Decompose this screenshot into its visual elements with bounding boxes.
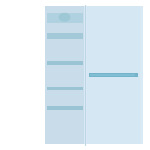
Bar [0,0,45,150]
Bar [0,0,2,150]
Bar [0,146,150,150]
Bar [46,61,82,65]
Bar [88,73,138,77]
Bar [45,6,84,144]
Text: 148: 148 [22,32,40,40]
Text: 98: 98 [28,58,40,68]
Text: 64: 64 [28,84,40,93]
Bar [46,87,82,90]
Bar [46,13,82,23]
Bar [0,0,150,4]
Ellipse shape [58,13,70,22]
Bar [45,6,142,144]
Bar [46,106,82,110]
Bar [142,0,150,150]
Bar [87,6,140,144]
Bar [90,74,135,76]
Bar [46,33,82,39]
Text: 50: 50 [28,103,40,112]
Text: 250: 250 [22,14,40,22]
